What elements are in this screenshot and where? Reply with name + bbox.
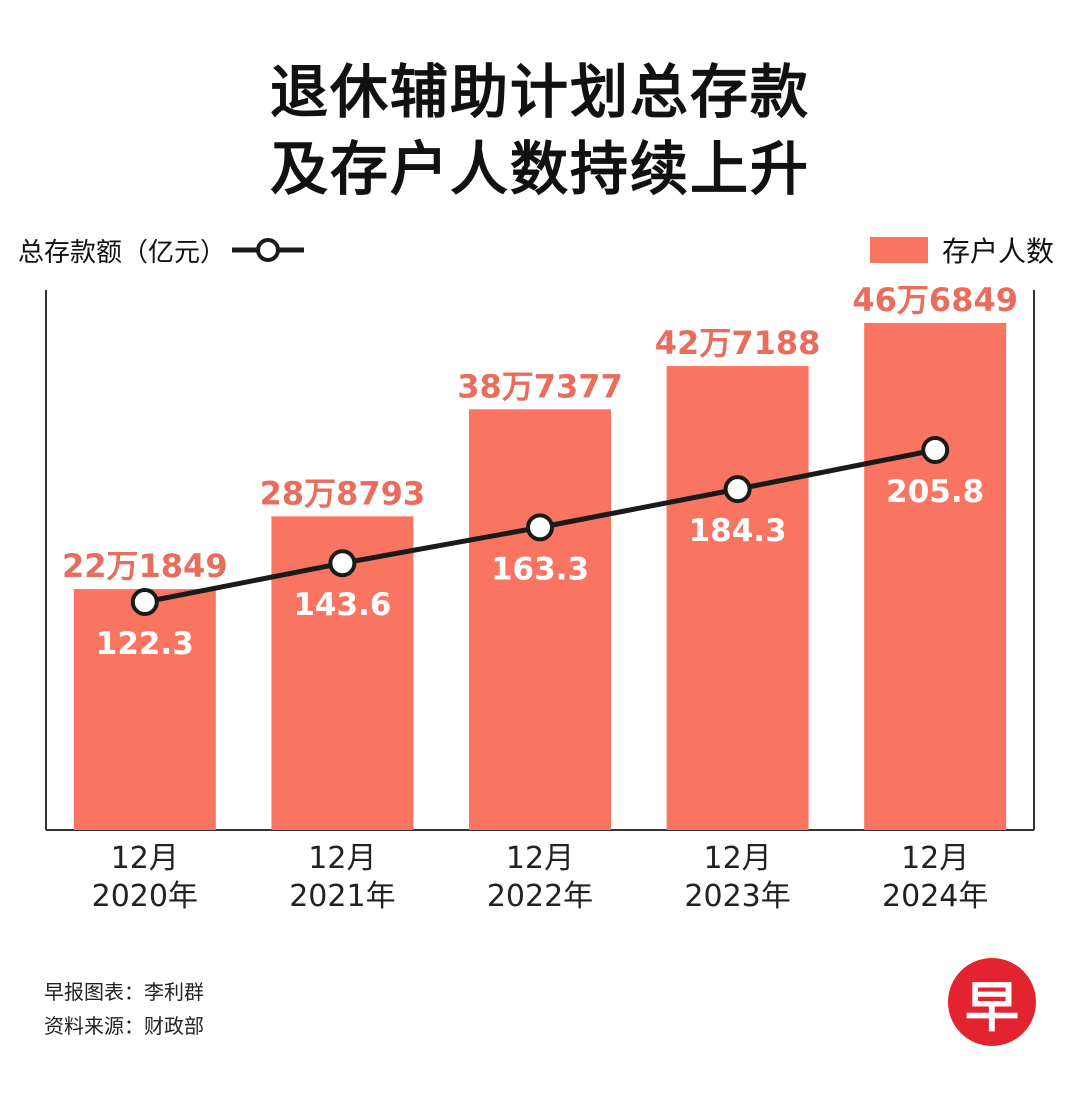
chart-title-line2: 及存户人数持续上升 [269,135,810,203]
deposit-value-label-4: 205.8 [886,474,984,510]
bar-0 [73,589,216,830]
legend-bar-swatch [869,237,928,263]
deposit-value-label-1: 143.6 [293,587,391,623]
deposit-value-label-0: 122.3 [96,626,194,662]
x-tick-label-4: 12月 2024年 [882,841,988,914]
legend-line-label: 总存款额（亿元） [18,237,227,268]
deposit-value-label-2: 163.3 [491,551,589,587]
bar-value-label-4: 46万6849 [852,281,1018,319]
legend-line-marker-icon [232,238,305,262]
credit-line: 早报图表：李利群 [44,980,204,1004]
chart-title-line1: 退休辅助计划总存款 [269,58,810,126]
x-tick-label-0: 12月 2020年 [92,841,198,914]
legend-line-item: 总存款额（亿元） [18,228,305,272]
legend-bar-label: 存户人数 [941,235,1054,268]
deposit-marker-3 [723,475,752,504]
bar-2 [469,409,611,830]
bar-value-label-0: 22万1849 [62,547,228,585]
chart-plot: 22万1849 28万8793 38万7377 42万7188 46万6849 122.3… [45,281,1035,914]
deposit-marker-2 [526,513,554,542]
deposit-marker-4 [921,436,950,464]
x-tick-label-2: 12月 2022年 [487,841,593,914]
source-line: 资料来源：财政部 [44,1014,204,1038]
bar-value-label-2: 38万7377 [457,367,623,405]
legend-bar-item: 存户人数 [869,228,1054,272]
bar-4 [864,323,1007,830]
deposit-value-label-3: 184.3 [689,513,787,549]
bar-value-label-1: 28万8793 [260,474,426,512]
deposit-marker-1 [328,549,357,578]
x-tick-label-1: 12月 2021年 [289,841,395,914]
bar-value-label-3: 42万7188 [655,324,821,362]
deposit-marker-0 [130,588,159,616]
x-tick-label-3: 12月 2023年 [684,841,790,914]
zaobao-logo: 早 [948,958,1036,1046]
bar-3 [666,366,809,830]
